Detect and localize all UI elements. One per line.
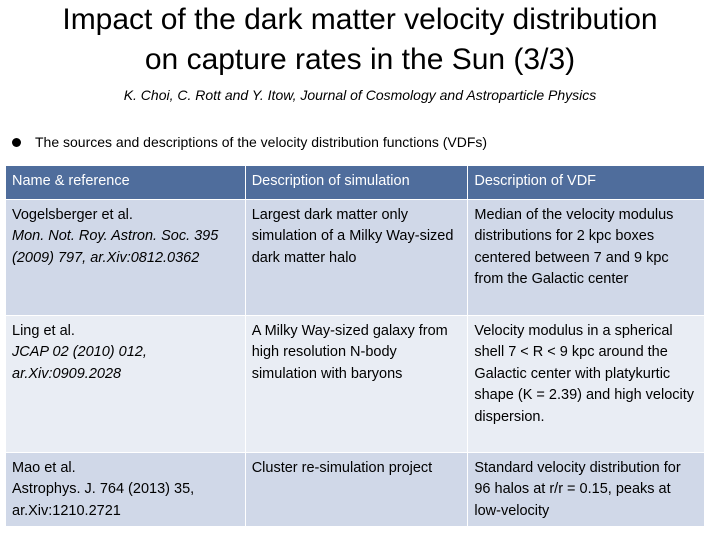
title-line: on capture rates in the Sun (3/3) [144, 43, 576, 76]
cell: Standard velocity distribution for 96 ha… [467, 451, 705, 527]
name: Mao et al. [12, 459, 76, 476]
header-row: Name & reference Description of simulati… [5, 165, 705, 200]
table: Name & reference Description of simulati… [5, 165, 705, 527]
reference: JCAP 02 (2010) 012, ar.Xiv:0909.2028 [12, 344, 147, 382]
table-row: Mao et al. Astrophys. J. 764 (2013) 35, a… [5, 451, 705, 527]
column-header: Description of simulation [244, 165, 469, 200]
reference: Astrophys. J. 764 (2013) 35, ar.Xiv:1210… [12, 481, 195, 519]
bullet-item: The sources and descriptions of the velo… [12, 134, 487, 150]
cell: Vogelsberger et al. Mon. Not. Roy. Astron… [5, 198, 246, 316]
table-row: Vogelsberger et al. Mon. Not. Roy. Astron… [5, 198, 705, 316]
cell: Median of the velocity modulus distribut… [467, 198, 705, 316]
name: Ling et al. [12, 322, 75, 339]
cell: Ling et al. JCAP 02 (2010) 012, ar.Xiv:09… [5, 314, 246, 453]
title: Impact of the dark matter velocity distr… [0, 0, 720, 80]
table-row: Ling et al. JCAP 02 (2010) 012, ar.Xiv:09… [5, 314, 705, 453]
cell: Velocity modulus in a spherical shell 7 … [467, 314, 705, 453]
bullet-text: The sources and descriptions of the velo… [35, 134, 488, 150]
subtitle: K. Choi, C. Rott and Y. Itow, Journal of… [123, 87, 597, 103]
name: Vogelsberger et al. [12, 206, 133, 223]
cell: Cluster re-simulation project [244, 451, 469, 527]
title-line: Impact of the dark matter velocity distr… [62, 3, 658, 36]
reference: Mon. Not. Roy. Astron. Soc. 395 (2009) 7… [12, 228, 219, 266]
cell: Largest dark matter only simulation of a… [244, 198, 469, 316]
bullet-dot [12, 137, 21, 147]
cell: Mao et al. Astrophys. J. 764 (2013) 35, a… [5, 451, 246, 527]
column-header: Name & reference [5, 165, 246, 200]
column-header: Description of VDF [467, 165, 705, 200]
cell: A Milky Way-sized galaxy from high resol… [244, 314, 469, 453]
